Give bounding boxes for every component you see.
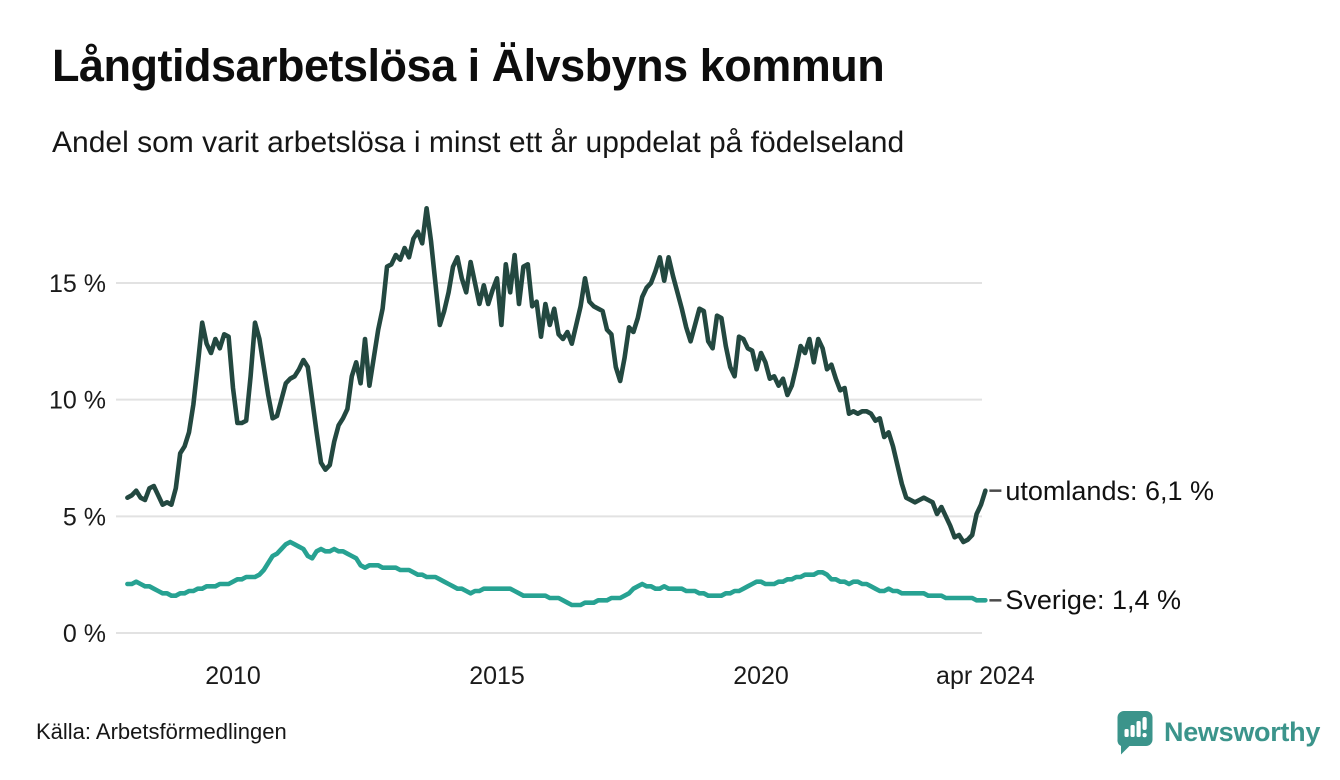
- x-tick-label: 2010: [205, 662, 261, 690]
- y-tick-label: 15 %: [49, 270, 106, 298]
- x-tick-label: 2015: [469, 662, 525, 690]
- page-subtitle: Andel som varit arbetslösa i minst ett å…: [52, 126, 905, 159]
- page-title: Långtidsarbetslösa i Älvsbyns kommun: [52, 40, 885, 91]
- series-line-utomlands: [125, 206, 988, 545]
- y-tick-label: 10 %: [49, 387, 106, 415]
- x-tick-label: apr 2024: [936, 662, 1035, 690]
- annotation-sverige: Sverige: 1,4 %: [1005, 585, 1181, 616]
- newsworthy-logo-icon: [1117, 711, 1153, 755]
- series-line-Sverige: [125, 539, 988, 608]
- annotation-utomlands: utomlands: 6,1 %: [1005, 475, 1215, 506]
- source-note: Källa: Arbetsförmedlingen: [36, 719, 287, 744]
- y-tick-label: 0 %: [63, 620, 106, 648]
- newsworthy-logo: Newsworthy: [1115, 708, 1320, 756]
- x-tick-label: 2020: [733, 662, 789, 690]
- newsworthy-logo-text: Newsworthy: [1164, 716, 1321, 747]
- y-tick-label: 5 %: [63, 503, 106, 531]
